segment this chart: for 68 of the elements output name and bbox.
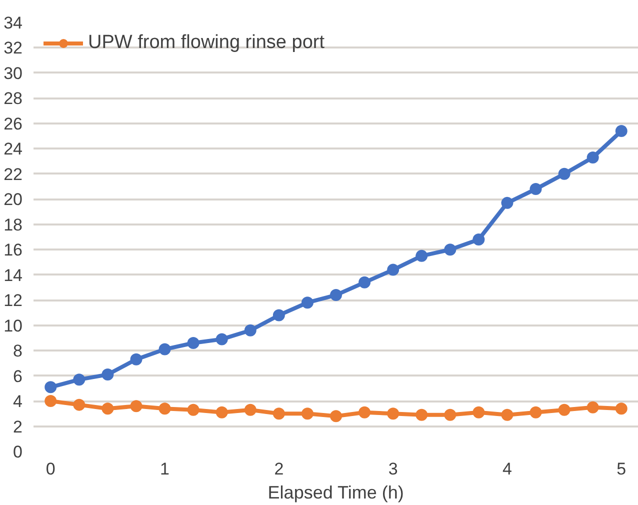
y-tick-label: 30: [4, 64, 23, 83]
point: [130, 353, 142, 366]
x-tick-label: 5: [616, 460, 626, 478]
point: [244, 404, 256, 416]
y-tick-label: 18: [4, 215, 23, 234]
point: [444, 408, 456, 421]
point: [387, 264, 400, 276]
y-tick-label: 6: [13, 366, 23, 386]
point: [444, 244, 456, 256]
point: [102, 402, 114, 415]
point: [530, 406, 542, 418]
point: [387, 408, 400, 420]
point: [358, 276, 371, 288]
point: [472, 234, 485, 246]
point: [130, 400, 142, 412]
y-tick-label: 20: [4, 190, 23, 210]
point: [358, 406, 371, 418]
point: [586, 401, 599, 414]
x-tick-label: 4: [502, 460, 512, 478]
y-tick-label: 28: [4, 89, 23, 108]
y-tick-label: 26: [4, 114, 23, 134]
point: [216, 406, 228, 418]
legend-label: UPW from flowing rinse port: [88, 32, 325, 54]
point: [44, 381, 57, 394]
point: [416, 408, 428, 421]
point: [102, 368, 114, 381]
y-tick-label: 12: [4, 291, 23, 310]
point: [44, 395, 57, 408]
point: [216, 333, 228, 346]
point: [615, 125, 628, 137]
y-tick-label: 8: [13, 342, 23, 361]
y-tick-label: 4: [13, 392, 23, 412]
point: [558, 168, 570, 180]
point: [158, 343, 171, 356]
y-tick-label: 10: [4, 316, 23, 336]
point: [501, 408, 514, 421]
point: [158, 402, 171, 415]
point: [330, 410, 342, 422]
y-tick-label: 16: [4, 240, 23, 260]
y-tick-label: 22: [4, 164, 23, 184]
point: [272, 309, 285, 322]
x-tick-label: 3: [388, 460, 398, 478]
point: [301, 408, 314, 420]
point: [187, 404, 200, 416]
y-tick-label: 32: [4, 38, 23, 58]
x-tick-label: 2: [274, 460, 284, 478]
x-tick-label: 1: [160, 460, 170, 478]
y-tick-label: 34: [4, 14, 23, 32]
point: [530, 183, 542, 196]
point: [330, 289, 342, 302]
y-tick-label: 0: [13, 442, 23, 462]
x-axis-title: Elapsed Time (h): [268, 482, 404, 502]
point: [472, 406, 485, 418]
point: [301, 296, 314, 309]
point: [558, 404, 570, 416]
x-tick-label: 0: [46, 460, 56, 478]
point: [501, 196, 514, 209]
point: [615, 402, 628, 415]
y-tick-label: 24: [4, 140, 23, 159]
y-tick-label: 2: [13, 417, 23, 436]
point: [73, 374, 86, 386]
y-tick-label: 14: [4, 266, 23, 285]
point: [416, 250, 428, 262]
point: [586, 152, 599, 164]
point: [244, 324, 256, 336]
point: [187, 337, 200, 349]
point: [73, 398, 86, 411]
point: [272, 408, 285, 420]
